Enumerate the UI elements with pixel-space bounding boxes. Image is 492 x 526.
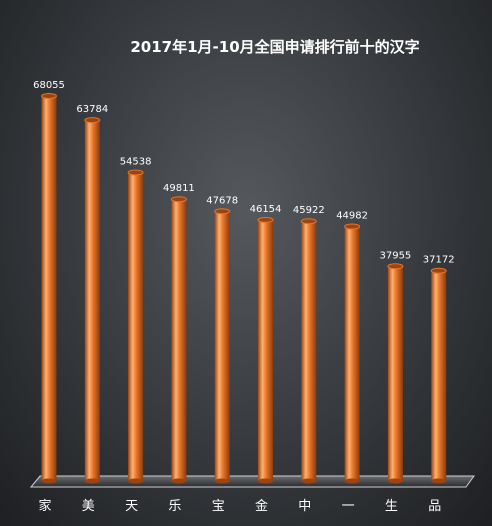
bar-乐 (171, 199, 187, 482)
value-label-金: 46154 (250, 204, 282, 215)
value-label-美: 63784 (76, 104, 108, 115)
value-label-家: 68055 (33, 80, 65, 91)
category-label-家: 家 (38, 498, 51, 514)
category-label-金: 金 (255, 498, 268, 514)
bar-生 (387, 266, 403, 481)
bar-base-品 (431, 478, 447, 484)
bar-cap-家 (41, 93, 57, 100)
bar-cap-宝 (214, 208, 231, 215)
value-label-中: 45922 (293, 205, 325, 216)
bar-cap-品 (430, 267, 447, 274)
category-label-宝: 宝 (212, 499, 225, 514)
bar-base-家 (41, 478, 57, 484)
bar-金 (258, 219, 273, 482)
category-label-一: 一 (342, 499, 355, 514)
bar-cap-生 (387, 263, 404, 270)
bar-cap-美 (84, 117, 101, 124)
bar-base-生 (387, 478, 403, 484)
bar-cap-天 (127, 169, 144, 176)
bar-中 (301, 221, 317, 481)
category-label-品: 品 (428, 499, 441, 514)
bar-宝 (214, 211, 230, 481)
bar-base-一 (344, 478, 360, 484)
bar-天 (128, 172, 144, 481)
bars-group (41, 93, 447, 484)
value-label-天: 54538 (120, 156, 152, 167)
category-label-乐: 乐 (168, 499, 181, 514)
bar-家 (41, 96, 57, 481)
bar-cap-乐 (170, 196, 187, 203)
value-label-一: 44982 (336, 211, 368, 222)
value-label-宝: 47678 (206, 195, 238, 206)
value-label-品: 37172 (423, 255, 455, 266)
chart-title: 2017年1月-10月全国申请排行前十的汉字 (130, 38, 419, 56)
category-label-天: 天 (125, 499, 138, 514)
bar-cap-中 (300, 218, 317, 225)
bar-base-美 (84, 478, 100, 484)
value-labels-group: 68055 63784 54538 49811 47678 46154 45922 44982… (33, 80, 455, 266)
bar-base-金 (258, 478, 273, 484)
value-label-乐: 49811 (163, 183, 195, 194)
bar-base-宝 (214, 478, 230, 484)
bar-cap-金 (257, 216, 274, 223)
category-label-美: 美 (82, 499, 95, 514)
bar-base-天 (128, 478, 144, 484)
category-labels-group: 家美天乐宝金中一生品 (38, 498, 441, 514)
bar-美 (84, 120, 100, 482)
bar-品 (431, 270, 447, 481)
category-label-生: 生 (385, 499, 398, 514)
category-label-中: 中 (298, 499, 311, 514)
bar-base-乐 (171, 478, 187, 484)
bar-一 (344, 226, 360, 481)
bar-base-中 (301, 478, 317, 484)
bar-cap-一 (344, 223, 361, 230)
value-label-生: 37955 (379, 250, 411, 261)
